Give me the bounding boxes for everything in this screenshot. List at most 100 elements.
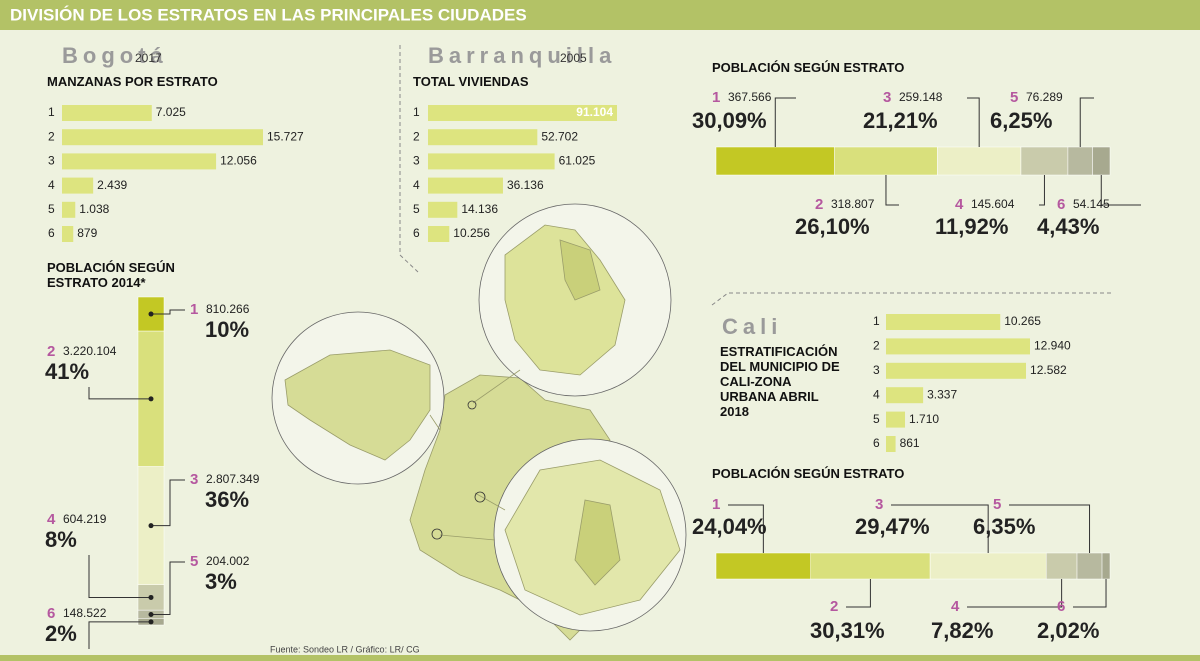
category-label: 2 [47, 343, 55, 360]
callout-line [151, 479, 185, 527]
page-title: DIVISIÓN DE LOS ESTRATOS EN LAS PRINCIPA… [10, 5, 527, 24]
share-label: 36% [205, 487, 249, 512]
value-label: 30,31% [810, 618, 885, 643]
category-label: 2 [48, 129, 55, 143]
category-label: 1 [712, 89, 720, 106]
value-label: 861 [900, 436, 920, 450]
value-label: 15.727 [267, 129, 304, 143]
callout-line [967, 97, 980, 147]
bar-segment [929, 552, 1047, 580]
divider [711, 292, 1112, 306]
value-label: 318.807 [831, 197, 875, 211]
share-label: 2% [45, 621, 77, 646]
value-label: 148.522 [63, 606, 107, 620]
share-label: 21,21% [863, 108, 938, 133]
category-label: 2 [830, 598, 838, 615]
category-label: 4 [951, 598, 960, 615]
value-label: 12.940 [1034, 339, 1071, 353]
value-label: 2,02% [1037, 618, 1099, 643]
value-label: 145.604 [971, 197, 1015, 211]
callout-line [88, 555, 151, 598]
callout-line [88, 621, 151, 649]
category-label: 3 [875, 496, 883, 513]
bar [886, 411, 906, 428]
chart-title: ESTRATIFICACIÓN DEL MUNICIPIO DE CALI-ZO… [720, 344, 840, 419]
source: Fuente: Sondeo LR / Gráfico: LR/ CG [270, 644, 420, 654]
bar [62, 129, 263, 146]
value-label: 52.702 [541, 129, 578, 143]
category-label: 6 [47, 605, 55, 622]
callout-line [846, 579, 871, 608]
divider [399, 45, 419, 273]
callout-line [151, 309, 185, 315]
value-label: 76.289 [1026, 90, 1063, 104]
bar-segment [715, 552, 811, 580]
chart-title: POBLACIÓN SEGÚN ESTRATO [712, 60, 905, 75]
chart-title: MANZANAS POR ESTRATO [47, 74, 218, 89]
share-label: 30,09% [692, 108, 767, 133]
value-label: 7,82% [931, 618, 993, 643]
value-label: 879 [77, 226, 97, 240]
value-label: 10.256 [453, 226, 490, 240]
title-bar [0, 0, 1200, 30]
callout-line [1079, 97, 1094, 147]
callout-line [1009, 504, 1091, 553]
category-label: 6 [48, 226, 55, 240]
bar-segment [1101, 552, 1111, 580]
share-label: 4,43% [1037, 214, 1099, 239]
category-label: 2 [873, 339, 880, 353]
category-label: 3 [190, 471, 198, 488]
value-label: 12.582 [1030, 363, 1067, 377]
category-label: 6 [1057, 598, 1065, 615]
callout-line [1039, 175, 1045, 206]
bar [62, 177, 94, 194]
value-label: 1.710 [909, 412, 939, 426]
bar [62, 226, 74, 242]
bar [886, 338, 1030, 355]
category-label: 6 [1057, 196, 1065, 213]
share-label: 6,25% [990, 108, 1052, 133]
bar-segment [1045, 552, 1078, 580]
year: 2005 [560, 51, 587, 65]
chart-title: POBLACIÓN SEGÚN ESTRATO [712, 466, 905, 481]
bar-segment [1020, 146, 1069, 176]
callout-line [967, 579, 1063, 608]
category-label: 1 [873, 314, 880, 328]
category-label: 3 [873, 363, 880, 377]
value-label: 29,47% [855, 514, 930, 539]
category-label: 5 [1010, 89, 1018, 106]
category-label: 4 [48, 178, 55, 192]
value-label: 3.220.104 [63, 344, 117, 358]
bar [428, 153, 555, 170]
bar-segment [715, 146, 835, 176]
callout-line [728, 504, 764, 553]
bar [428, 177, 503, 194]
value-label: 12.056 [220, 154, 257, 168]
footer-bar [0, 655, 1200, 661]
callout-line [891, 504, 989, 553]
bar-segment [1092, 146, 1111, 176]
callout-line [885, 175, 899, 206]
city-name: Barranquilla [428, 43, 616, 68]
bar-segment [810, 552, 931, 580]
category-label: 5 [873, 412, 880, 426]
bar [428, 201, 458, 218]
bar [428, 129, 538, 146]
callout-line [774, 97, 796, 147]
bar-segment [834, 146, 938, 176]
bar-segment [937, 146, 1022, 176]
bar-segment [1076, 552, 1103, 580]
callout-dot [148, 396, 154, 402]
value-label: 10.265 [1004, 314, 1041, 328]
map [271, 203, 687, 641]
bar-segment [1067, 146, 1093, 176]
share-label: 11,92% [935, 214, 1008, 239]
value-label: 204.002 [206, 554, 250, 568]
category-label: 4 [47, 511, 56, 528]
callout-dot [148, 611, 154, 617]
bar [62, 153, 217, 170]
value-label: 61.025 [559, 154, 596, 168]
value-label: 24,04% [692, 514, 767, 539]
share-label: 3% [205, 569, 237, 594]
